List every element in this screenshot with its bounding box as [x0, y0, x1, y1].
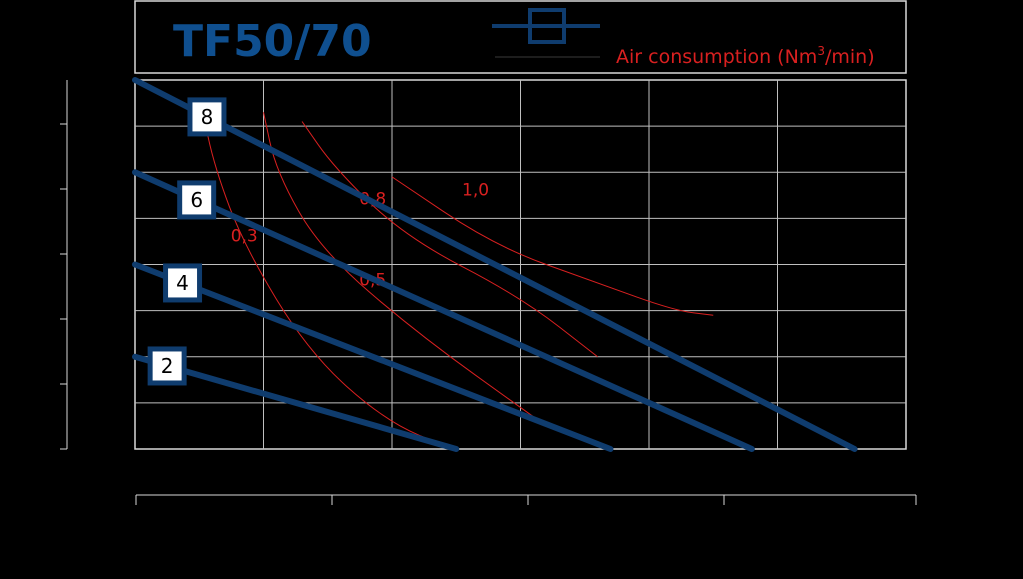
series-badge-label: 2: [161, 354, 174, 378]
air-curve-1-0: [391, 176, 714, 316]
pressure-series: [132, 77, 858, 452]
air-legend-prefix: Air consumption (Nm: [616, 46, 817, 68]
series-badge-label: 4: [176, 271, 189, 295]
legend: Air consumption (Nm3/min): [492, 8, 875, 68]
series-badge-2: 2: [147, 346, 187, 386]
series-badge-box: [187, 97, 227, 137]
series-line-2: [132, 353, 460, 452]
x-axis-ticks: [135, 495, 917, 505]
series-badge-8: 8: [187, 97, 227, 137]
series-badge-6: 6: [177, 180, 217, 220]
series-badge-label: 8: [201, 105, 214, 129]
air-curve-label: 1,0: [462, 180, 489, 200]
air-consumption-label: Air consumption (Nm3/min): [616, 44, 875, 68]
air-curve-0-5: [263, 112, 534, 418]
air-curve-0-8: [301, 121, 598, 358]
series-badge-4: 4: [163, 263, 203, 303]
air-legend-suffix: /min): [825, 46, 875, 68]
y-axis-ticks: [60, 123, 67, 450]
series-line-4: [132, 261, 614, 452]
series-line-8: [132, 77, 858, 452]
chart-title: TF50/70: [173, 16, 372, 67]
series-badge-box: [147, 346, 187, 386]
header-box: [134, 0, 907, 74]
grid: [135, 80, 906, 449]
air-curve-0-3: [201, 107, 453, 450]
series-badges: 8 6 4 2: [147, 97, 227, 386]
series-badge-box: [163, 263, 203, 303]
series-badge-label: 6: [190, 188, 203, 212]
air-curve-label: 0,3: [231, 226, 258, 246]
series-badge-box: [177, 180, 217, 220]
legend-square-marker: [528, 8, 566, 44]
air-legend-sup: 3: [817, 44, 825, 58]
series-line-6: [132, 169, 755, 452]
